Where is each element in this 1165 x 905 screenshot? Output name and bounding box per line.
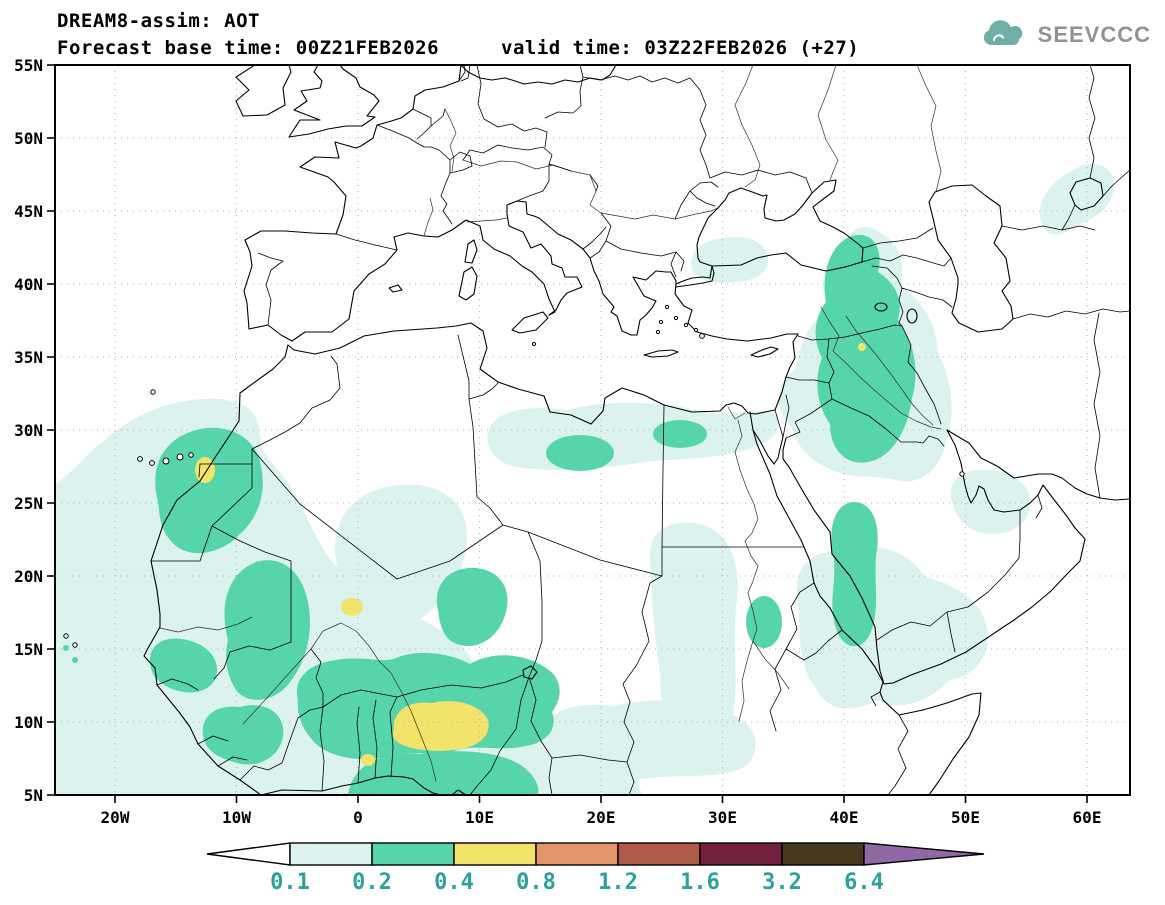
lon-label-20W: 20W [101, 808, 130, 827]
dnieper-river [735, 65, 760, 187]
nile-river [728, 407, 789, 721]
lon-label-60E: 60E [1073, 808, 1102, 827]
danube-river [463, 160, 718, 219]
lat-label-25N: 25N [14, 494, 43, 513]
lat-label-40N: 40N [14, 275, 43, 294]
rhodes-island [700, 334, 705, 339]
turkey-south-coast [675, 284, 798, 341]
colorbar-label-3.2: 3.2 [762, 870, 802, 895]
colorbar-label-0.8: 0.8 [516, 870, 556, 895]
colorbar-label-1.2: 1.2 [598, 870, 638, 895]
lat-label-45N: 45N [14, 202, 43, 221]
adriatic-greece-coast [507, 201, 712, 335]
colorbar-under-arrow [207, 843, 290, 865]
forecast-map: 55N 50N 45N 40N 35N 30N 25N 20N 15N 10N 5N 20W 10W 0 1… [0, 0, 1165, 905]
lat-label-5N: 5N [24, 786, 43, 805]
lon-label-30E: 30E [708, 808, 737, 827]
sicily-island [512, 312, 548, 333]
caspian-sea-coast [929, 185, 1013, 332]
lat-label-30N: 30N [14, 421, 43, 440]
crete-island [644, 350, 678, 357]
iberia-italy-west-coast [292, 220, 555, 341]
lon-label-50E: 50E [951, 808, 980, 827]
lat-label-20N: 20N [14, 567, 43, 586]
sardinia-island [459, 267, 477, 300]
colorbar-segment-1 [372, 843, 454, 865]
baltic-coast [461, 65, 616, 84]
colorbar-label-0.1: 0.1 [270, 870, 310, 895]
european-rivers [424, 109, 507, 236]
lat-label-50N: 50N [14, 129, 43, 148]
lat-label-55N: 55N [14, 56, 43, 75]
britain-coast [289, 65, 379, 137]
colorbar-segment-2 [454, 843, 536, 865]
colorbar-segment-0 [290, 843, 372, 865]
colorbar-label-1.6: 1.6 [680, 870, 720, 895]
volga-river [917, 65, 941, 192]
colorbar-label-0.2: 0.2 [352, 870, 392, 895]
colorbar-over-arrow [864, 843, 984, 865]
bahrain-island [960, 472, 964, 476]
corsica-island [465, 240, 477, 263]
colorbar-segment-3 [536, 843, 618, 865]
colorbar-segment-5 [700, 843, 782, 865]
lat-label-15N: 15N [14, 640, 43, 659]
mallorca-island [389, 285, 402, 292]
lat-label-10N: 10N [14, 713, 43, 732]
ireland-coast [236, 65, 291, 116]
malta-island [532, 342, 535, 345]
cyprus-island [751, 347, 778, 357]
lon-label-40E: 40E [830, 808, 859, 827]
lon-label-10W: 10W [222, 808, 251, 827]
aot-forecast-chart: DREAM8-assim: AOT Forecast base time: 00… [0, 0, 1165, 905]
lon-label-10E: 10E [465, 808, 494, 827]
lat-label-35N: 35N [14, 348, 43, 367]
colorbar-segment-6 [782, 843, 864, 865]
lon-label-20E: 20E [587, 808, 616, 827]
madeira-island [151, 390, 155, 394]
lon-label-0: 0 [353, 808, 363, 827]
colorbar-segment-4 [618, 843, 700, 865]
colorbar-legend: 0.1 0.2 0.4 0.8 1.2 1.6 3.2 6.4 [207, 843, 984, 895]
colorbar-label-0.4: 0.4 [434, 870, 474, 895]
europe-borders [258, 65, 812, 325]
don-river [818, 65, 838, 180]
colorbar-label-6.4: 6.4 [844, 870, 884, 895]
